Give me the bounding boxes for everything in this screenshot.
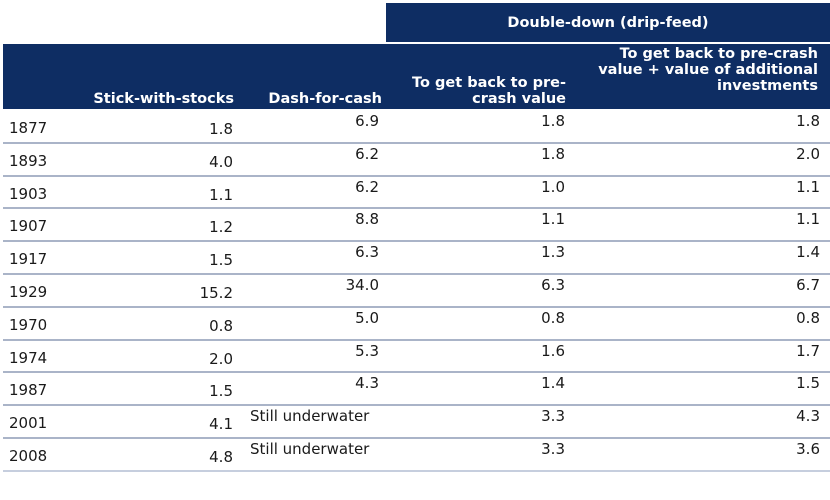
cell-year: 1917 — [9, 250, 48, 269]
cell-dash-for-cash: 8.8 — [355, 210, 379, 229]
cell-dash-for-cash: 5.0 — [355, 308, 379, 327]
cell-pre-crash-plus-additional: 1.1 — [796, 177, 820, 196]
cell-pre-crash-value: 1.8 — [541, 112, 565, 130]
cell-pre-crash-plus-additional: 6.7 — [796, 275, 820, 294]
cell-stick-with-stocks: 4.0 — [209, 152, 233, 171]
table-row: 1917 1.5 6.3 1.3 1.4 — [3, 242, 830, 275]
header-dash-for-cash: Dash-for-cash — [268, 91, 382, 107]
table-row: 1970 0.8 5.0 0.8 0.8 — [3, 308, 830, 341]
table-row: 2008 4.8 Still underwater 3.3 3.6 — [3, 439, 830, 472]
cell-pre-crash-value: 0.8 — [541, 308, 565, 327]
cell-pre-crash-plus-additional: 1.4 — [796, 243, 820, 262]
cell-pre-crash-value: 1.6 — [541, 341, 565, 360]
cell-year: 1893 — [9, 151, 48, 170]
cell-stick-with-stocks: 1.8 — [209, 120, 233, 138]
cell-year: 1974 — [9, 348, 48, 367]
cell-pre-crash-plus-additional: 0.8 — [796, 308, 820, 327]
cell-year: 1877 — [9, 119, 48, 137]
cell-year: 1903 — [9, 184, 48, 203]
cell-year: 2001 — [9, 414, 48, 433]
cell-dash-for-cash: 4.3 — [355, 374, 379, 393]
cell-stick-with-stocks: 15.2 — [199, 283, 233, 302]
cell-pre-crash-value: 3.3 — [541, 407, 565, 426]
cell-dash-for-cash: 6.2 — [355, 177, 379, 196]
column-header-row: Stick-with-stocks Dash-for-cash To get b… — [3, 44, 830, 109]
cell-dash-for-cash: 6.3 — [355, 243, 379, 262]
cell-dash-for-cash: Still underwater — [250, 407, 370, 426]
cell-stick-with-stocks: 1.5 — [209, 251, 233, 270]
cell-stick-with-stocks: 1.5 — [209, 382, 233, 401]
group-header-label: Double-down (drip-feed) — [507, 14, 709, 31]
cell-dash-for-cash: 34.0 — [345, 275, 379, 294]
cell-stick-with-stocks: 4.1 — [209, 415, 233, 434]
cell-pre-crash-plus-additional: 4.3 — [796, 407, 820, 426]
cell-pre-crash-plus-additional: 1.1 — [796, 210, 820, 229]
cell-pre-crash-value: 1.3 — [541, 243, 565, 262]
cell-dash-for-cash: 6.9 — [355, 112, 379, 130]
cell-year: 1970 — [9, 315, 48, 334]
cell-dash-for-cash: Still underwater — [250, 439, 370, 458]
cell-stick-with-stocks: 1.2 — [209, 218, 233, 237]
cell-pre-crash-value: 1.4 — [541, 374, 565, 393]
table-row: 1877 1.8 6.9 1.8 1.8 — [3, 111, 830, 144]
cell-pre-crash-plus-additional: 2.0 — [796, 144, 820, 163]
cell-dash-for-cash: 6.2 — [355, 144, 379, 163]
cell-pre-crash-plus-additional: 1.5 — [796, 374, 820, 393]
table-row: 1974 2.0 5.3 1.6 1.7 — [3, 341, 830, 374]
cell-stick-with-stocks: 0.8 — [209, 316, 233, 335]
cell-year: 1929 — [9, 282, 48, 301]
table-row: 1987 1.5 4.3 1.4 1.5 — [3, 373, 830, 407]
cell-stick-with-stocks: 2.0 — [209, 349, 233, 368]
cell-pre-crash-plus-additional: 1.7 — [796, 341, 820, 360]
cell-pre-crash-value: 3.3 — [541, 439, 565, 458]
table-row: 1929 15.2 34.0 6.3 6.7 — [3, 275, 830, 308]
cell-pre-crash-value: 6.3 — [541, 275, 565, 294]
table-row: 2001 4.1 Still underwater 3.3 4.3 — [3, 406, 830, 439]
cell-pre-crash-value: 1.1 — [541, 210, 565, 229]
cell-pre-crash-plus-additional: 1.8 — [796, 112, 820, 130]
cell-pre-crash-value: 1.0 — [541, 177, 565, 196]
header-pre-crash-value: To get back to pre-crash value — [412, 75, 566, 107]
cell-stick-with-stocks: 4.8 — [209, 447, 233, 466]
cell-year: 1987 — [9, 381, 48, 400]
header-pre-crash-plus-additional: To get back to pre-crash value + value o… — [598, 46, 818, 94]
table-row: 1907 1.2 8.8 1.1 1.1 — [3, 209, 830, 243]
cell-pre-crash-plus-additional: 3.6 — [796, 439, 820, 458]
double-down-group-header: Double-down (drip-feed) — [386, 3, 830, 42]
cell-dash-for-cash: 5.3 — [355, 341, 379, 360]
cell-pre-crash-value: 1.8 — [541, 144, 565, 163]
cell-year: 2008 — [9, 446, 48, 465]
table-row: 1893 4.0 6.2 1.8 2.0 — [3, 144, 830, 177]
cell-year: 1907 — [9, 217, 48, 236]
table-row: 1903 1.1 6.2 1.0 1.1 — [3, 177, 830, 210]
header-stick-with-stocks: Stick-with-stocks — [93, 91, 234, 107]
cell-stick-with-stocks: 1.1 — [209, 185, 233, 204]
table-body: 1877 1.8 6.9 1.8 1.8 1893 4.0 6.2 1.8 2.… — [3, 111, 830, 472]
